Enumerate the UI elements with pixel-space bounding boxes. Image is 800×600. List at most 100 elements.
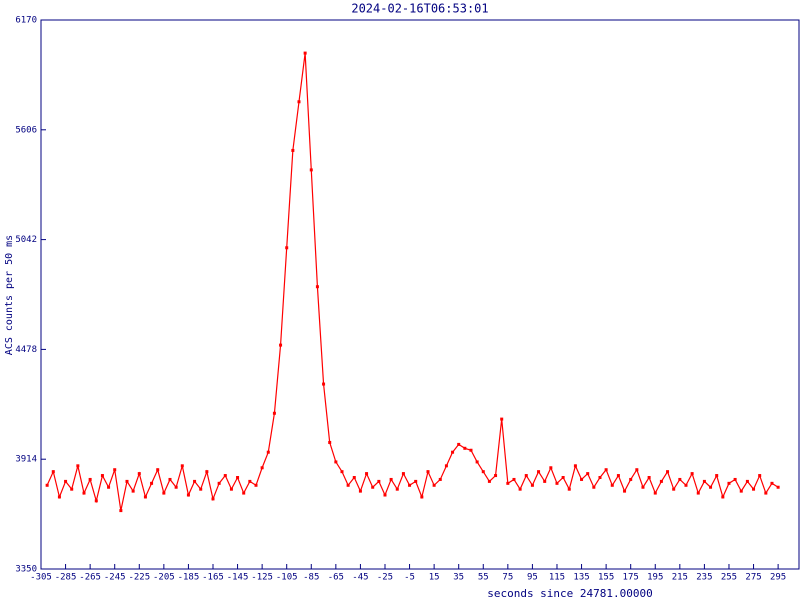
data-point [739,489,743,493]
data-point [659,479,663,483]
x-tick-label: -305 [30,573,52,583]
x-tick-label: -165 [202,573,224,583]
data-point [156,468,160,472]
data-point [346,483,350,487]
x-tick-label: 195 [647,573,663,583]
data-point [395,487,399,491]
data-point [82,491,86,495]
data-point [322,382,326,386]
data-point [592,485,596,489]
data-point [684,483,688,487]
chart-title: 2024-02-16T06:53:01 [351,2,488,16]
data-point [702,479,706,483]
data-point [512,477,516,481]
data-point [629,477,633,481]
data-point [57,495,61,499]
data-point [113,468,117,472]
data-point [598,476,602,479]
data-point [125,479,129,483]
data-point [131,489,135,493]
data-point [150,481,154,485]
x-tick-label: 215 [672,573,688,583]
data-point [297,100,301,104]
data-point [672,487,676,491]
data-point [438,477,442,481]
x-tick-label: 35 [453,573,464,583]
data-point [279,343,283,347]
data-point [758,474,762,478]
data-point [543,479,547,483]
data-point [432,483,436,487]
data-point [340,470,344,474]
data-point [745,479,749,483]
x-tick-label: -45 [352,573,368,583]
x-tick-label: -225 [128,573,150,583]
data-point [211,497,215,501]
data-point [733,477,737,481]
data-point [567,487,571,491]
data-point [426,470,430,474]
x-tick-label: -285 [55,573,77,583]
data-point [537,470,541,474]
x-tick-label: 15 [429,573,440,583]
data-point [457,442,461,446]
x-tick-label: -205 [153,573,175,583]
data-point [174,485,178,489]
series-line [46,53,779,511]
data-point [494,474,498,478]
data-point [303,51,307,55]
data-point [186,493,190,497]
data-point [260,466,264,470]
data-point [506,481,510,485]
data-point [389,477,393,481]
data-point [770,481,774,485]
data-point [451,450,455,454]
data-point [236,476,240,479]
data-point [635,468,639,472]
data-point [199,487,203,491]
data-point [291,148,295,152]
x-tick-label: -265 [79,573,101,583]
data-point [180,464,184,468]
data-point [254,483,258,487]
data-point [715,474,719,478]
data-point [500,417,504,421]
x-tick-label: -145 [227,573,249,583]
data-point [623,489,627,493]
data-point [358,489,362,493]
data-point [315,285,319,289]
data-point [217,481,221,485]
x-tick-label: -5 [404,573,415,583]
data-point [469,448,473,452]
x-tick-label: 235 [696,573,712,583]
y-tick-label: 4478 [15,345,37,355]
data-point [88,477,92,481]
y-axis-label: ACS counts per 50 ms [4,235,15,355]
x-tick-label: -65 [328,573,344,583]
y-tick-label: 3914 [15,455,37,465]
data-point [45,483,49,487]
data-point [64,479,68,483]
data-point [696,491,700,495]
data-point [487,479,491,483]
data-point [328,440,332,444]
data-point [223,474,227,478]
data-point [690,472,694,476]
data-point [721,495,725,499]
data-point [248,479,252,483]
y-tick-label: 3350 [15,565,37,575]
data-point [414,479,418,483]
x-tick-label: 275 [745,573,761,583]
data-point [580,477,584,481]
data-point [371,485,375,489]
data-point [352,476,356,479]
data-point [616,474,620,478]
data-point [647,476,651,479]
data-point [518,487,522,491]
data-point [205,470,209,474]
data-point [334,460,338,464]
data-point [76,464,80,468]
data-point [383,493,387,497]
data-point [524,474,528,478]
